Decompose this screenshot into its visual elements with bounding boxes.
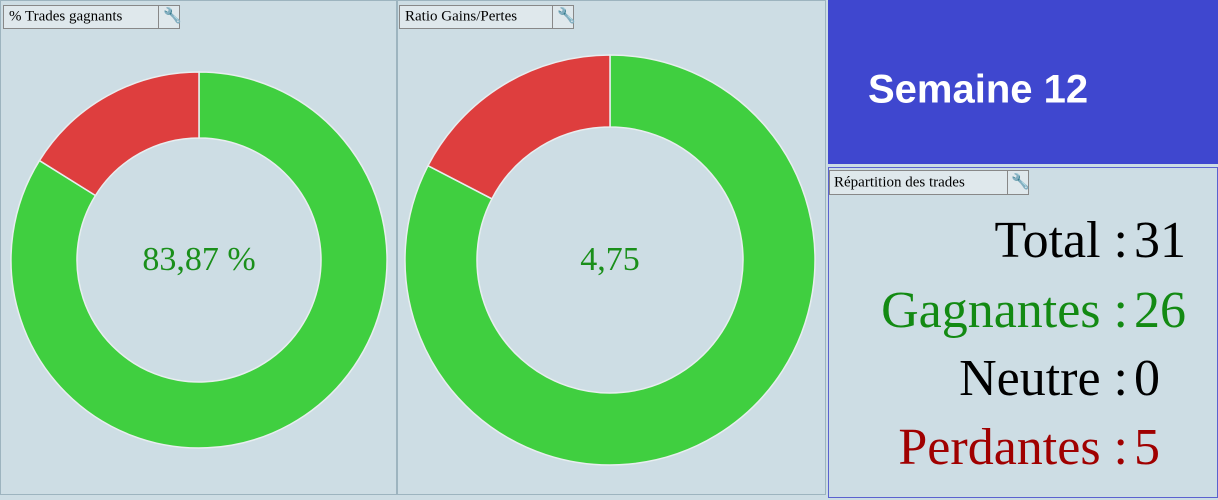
summary-label: Gagnantes : (881, 282, 1128, 339)
wrench-icon: 🔧 (163, 5, 182, 24)
summary-title: Répartition des trades (834, 174, 965, 190)
summary-value: 5 (1134, 419, 1160, 476)
donut-segment (404, 54, 816, 466)
donut-segment (426, 54, 611, 200)
summary-value: 0 (1134, 350, 1160, 407)
week-header (828, 0, 1218, 164)
week-title: Semaine 12 (868, 68, 1088, 112)
tab (829, 170, 1008, 195)
panel (397, 0, 826, 495)
chart-title: % Trades gagnants (9, 8, 122, 24)
settings-button[interactable] (158, 5, 180, 29)
summary-label: Total : (994, 212, 1128, 269)
summary-value: 31 (1134, 212, 1186, 269)
center-label: 83,87 % (142, 241, 255, 278)
summary-value: 26 (1134, 282, 1186, 339)
wrench-icon: 🔧 (557, 5, 576, 24)
settings-button[interactable] (552, 5, 574, 29)
panel (0, 0, 397, 495)
summary-label: Perdantes : (898, 419, 1128, 476)
chart-title: Ratio Gains/Pertes (405, 8, 517, 24)
summary-label: Neutre : (959, 350, 1128, 407)
donut-segment (10, 71, 388, 449)
wrench-icon: 🔧 (1011, 171, 1030, 190)
settings-button[interactable] (1007, 170, 1029, 195)
center-label: 4,75 (580, 241, 640, 278)
donut-segment (38, 71, 200, 197)
